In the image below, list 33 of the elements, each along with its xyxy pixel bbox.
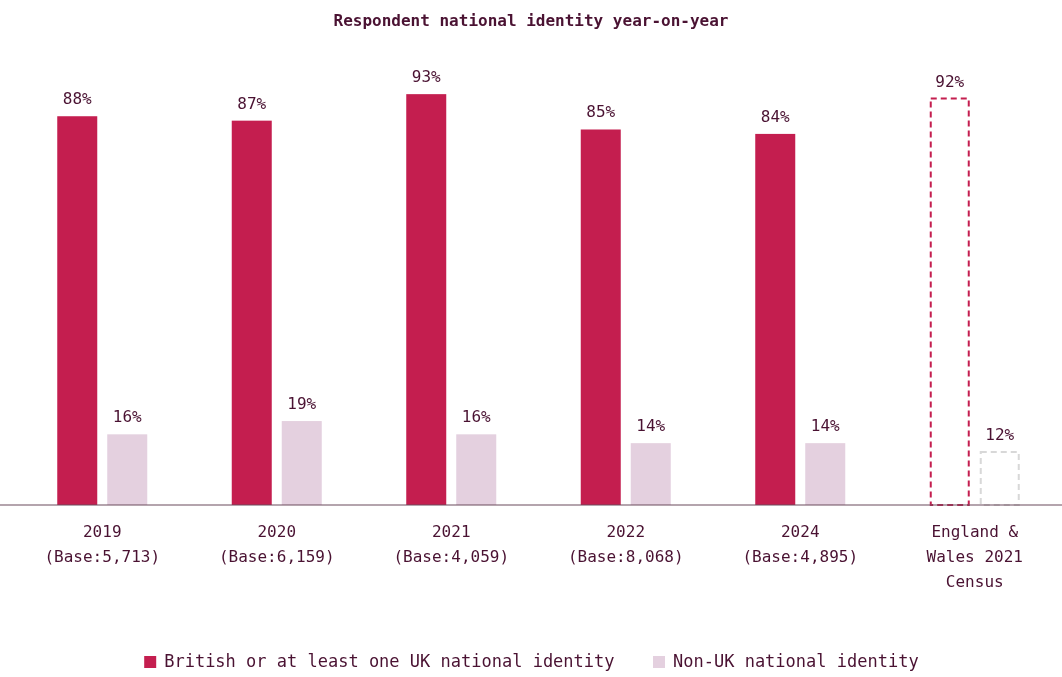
data-label: 84% xyxy=(760,106,791,126)
legend-label: British or at least one UK national identity xyxy=(164,651,615,671)
data-label: 19% xyxy=(287,394,317,414)
data-label: 16% xyxy=(112,407,143,427)
x-tick-label: 2022 (Base:8,068) xyxy=(567,522,684,566)
data-label: 88% xyxy=(62,89,93,109)
data-label: 85% xyxy=(586,102,616,122)
bar xyxy=(281,421,322,505)
bar xyxy=(979,450,1020,506)
data-label: 16% xyxy=(461,407,492,427)
data-label: 87% xyxy=(237,93,267,113)
bar xyxy=(406,94,447,505)
bar xyxy=(456,434,497,505)
x-tick-label: 2024 (Base:4,895) xyxy=(742,522,859,566)
data-label: 14% xyxy=(636,416,666,436)
bar xyxy=(57,116,98,505)
bar xyxy=(580,129,621,505)
bar xyxy=(630,443,671,505)
data-label: 14% xyxy=(810,416,841,436)
legend-label: Non-UK national identity xyxy=(673,651,919,671)
bar xyxy=(231,120,272,505)
bar xyxy=(107,434,148,505)
x-tick-label: England & Wales 2021 Census xyxy=(926,522,1023,591)
chart-title: Respondent national identity year-on-year xyxy=(333,11,729,30)
x-tick-label: 2020 (Base:6,159) xyxy=(218,522,335,566)
bar xyxy=(805,443,846,505)
data-label: 93% xyxy=(411,67,442,87)
data-label: 12% xyxy=(985,424,1015,444)
bar xyxy=(755,133,796,505)
x-tick-label: 2019 (Base:5,713) xyxy=(44,522,161,566)
x-tick-label: 2021 (Base:4,059) xyxy=(393,522,510,566)
data-label: 92% xyxy=(935,71,965,91)
bar xyxy=(929,97,970,506)
